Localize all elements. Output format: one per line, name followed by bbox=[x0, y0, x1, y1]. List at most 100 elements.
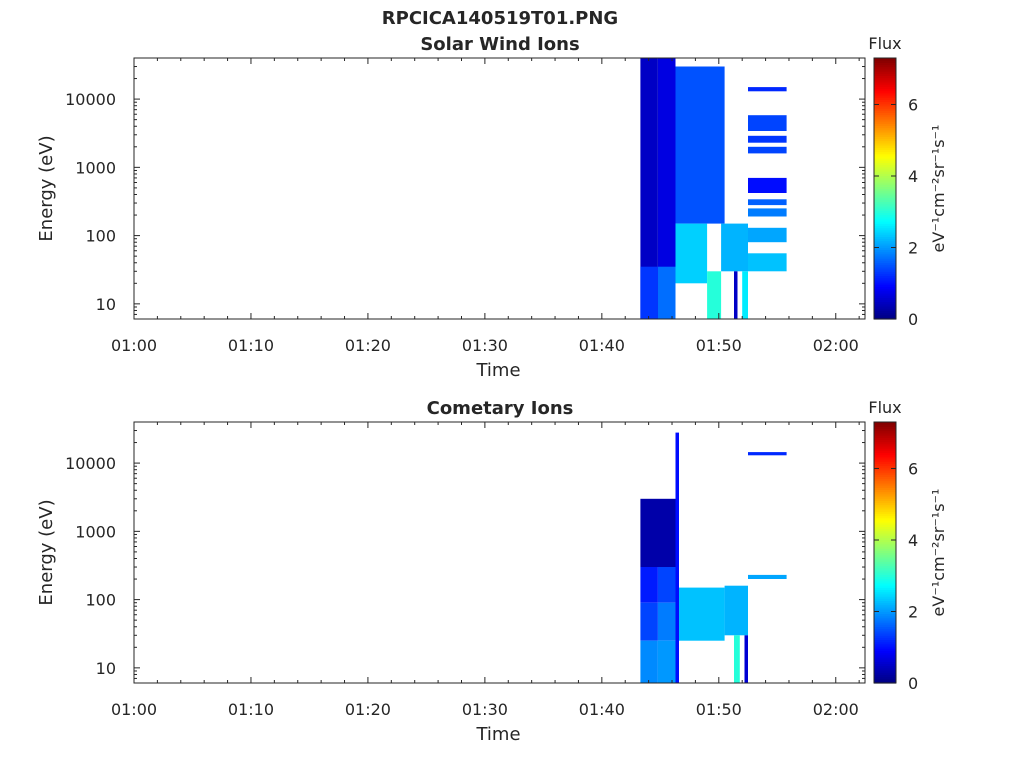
colorbar-step bbox=[874, 127, 896, 131]
colorbar-step bbox=[874, 622, 896, 625]
colorbar-step bbox=[874, 99, 896, 103]
colorbar-step bbox=[874, 210, 896, 214]
heatmap-cell bbox=[675, 223, 708, 284]
colorbar-step bbox=[874, 258, 896, 261]
colorbar-step bbox=[874, 578, 896, 582]
colorbar-step bbox=[874, 308, 896, 311]
colorbar-step bbox=[874, 611, 896, 614]
colorbar-step bbox=[874, 452, 896, 456]
colorbar-step bbox=[874, 151, 896, 155]
colorbar-step bbox=[874, 155, 896, 159]
colorbar-step bbox=[874, 526, 896, 530]
colorbar-step bbox=[874, 305, 896, 309]
colorbar-step bbox=[874, 262, 896, 266]
colorbar-step bbox=[874, 676, 896, 680]
heatmap-cell bbox=[748, 135, 787, 143]
heatmap-cell bbox=[658, 58, 676, 319]
colorbar-step bbox=[874, 168, 896, 172]
colorbar-step bbox=[874, 632, 896, 636]
colorbar-step bbox=[874, 116, 896, 120]
colorbar-step bbox=[874, 669, 896, 673]
colorbar-step bbox=[874, 500, 896, 504]
heatmap-cell bbox=[748, 227, 787, 243]
colorbar-step bbox=[874, 678, 896, 682]
colorbar-step bbox=[874, 232, 896, 235]
heatmap-cell bbox=[675, 66, 725, 224]
colorbar-step bbox=[874, 208, 896, 211]
colorbar-step bbox=[874, 251, 896, 255]
colorbar-step bbox=[874, 517, 896, 521]
colorbar-step bbox=[874, 303, 896, 307]
x-tick-label: 01:00 bbox=[111, 336, 157, 355]
colorbar-step bbox=[874, 60, 896, 63]
x-tick-label: 01:30 bbox=[462, 700, 508, 719]
colorbar-step bbox=[874, 587, 896, 591]
colorbar-step bbox=[874, 242, 896, 246]
heatmap-cell bbox=[748, 87, 787, 92]
colorbar-step bbox=[874, 617, 896, 621]
colorbar: 0 2 4 6 Flux eV⁻¹cm⁻²sr⁻¹s⁻¹ bbox=[868, 398, 948, 693]
colorbar-title: Flux bbox=[868, 34, 901, 53]
colorbar-step bbox=[874, 589, 896, 593]
colorbar-step bbox=[874, 179, 896, 183]
colorbar-step bbox=[874, 279, 896, 283]
x-tick-label: 01:20 bbox=[345, 700, 391, 719]
colorbar-step bbox=[874, 68, 896, 72]
colorbar-step bbox=[874, 240, 896, 244]
colorbar-step bbox=[874, 428, 896, 432]
colorbar-step bbox=[874, 131, 896, 135]
colorbar-step bbox=[874, 476, 896, 480]
colorbar-step bbox=[874, 186, 896, 190]
colorbar-step bbox=[874, 559, 896, 562]
colorbar-unit-label: eV⁻¹cm⁻²sr⁻¹s⁻¹ bbox=[929, 125, 948, 253]
x-tick-label: 01:50 bbox=[696, 336, 742, 355]
x-tick-label: 01:00 bbox=[111, 700, 157, 719]
colorbar-step bbox=[874, 491, 896, 495]
heatmap-cell bbox=[748, 199, 787, 206]
colorbar-step bbox=[874, 509, 896, 512]
colorbar-step bbox=[874, 659, 896, 662]
colorbar-step bbox=[874, 461, 896, 464]
colorbar-step bbox=[874, 266, 896, 270]
colorbar-step bbox=[874, 565, 896, 569]
colorbar-step bbox=[874, 197, 896, 200]
colorbar-step bbox=[874, 284, 896, 287]
colorbar-title: Flux bbox=[868, 398, 901, 417]
colorbar-step bbox=[874, 103, 896, 107]
y-axis-label: Energy (eV) bbox=[36, 499, 57, 605]
colorbar-step bbox=[874, 264, 896, 268]
colorbar-step bbox=[874, 92, 896, 96]
heatmap-cell bbox=[734, 635, 740, 683]
colorbar-unit-label: eV⁻¹cm⁻²sr⁻¹s⁻¹ bbox=[929, 489, 948, 617]
colorbar-step bbox=[874, 138, 896, 142]
colorbar-step bbox=[874, 485, 896, 488]
colorbar-step bbox=[874, 561, 896, 564]
heatmap-cell bbox=[742, 271, 748, 319]
colorbar-step bbox=[874, 563, 896, 567]
colorbar-step bbox=[874, 498, 896, 501]
colorbar-step bbox=[874, 288, 896, 292]
colorbar-step bbox=[874, 482, 896, 486]
colorbar-step bbox=[874, 435, 896, 438]
colorbar-step bbox=[874, 424, 896, 427]
colorbar-step bbox=[874, 458, 896, 462]
colorbar-step bbox=[874, 162, 896, 166]
colorbar-step bbox=[874, 576, 896, 580]
colorbar-step bbox=[874, 286, 896, 290]
colorbar-step bbox=[874, 164, 896, 168]
colorbar-step bbox=[874, 443, 896, 447]
colorbar-step bbox=[874, 532, 896, 536]
colorbar-step bbox=[874, 528, 896, 532]
colorbar-step bbox=[874, 613, 896, 617]
colorbar-step bbox=[874, 502, 896, 506]
colorbar-step bbox=[874, 506, 896, 510]
colorbar-step bbox=[874, 271, 896, 274]
colorbar-step bbox=[874, 238, 896, 242]
colorbar-step bbox=[874, 515, 896, 519]
colorbar-step bbox=[874, 569, 896, 573]
x-axis-label: Time bbox=[475, 724, 520, 745]
colorbar-step bbox=[874, 86, 896, 90]
colorbar-step bbox=[874, 166, 896, 170]
y-tick-label: 10000 bbox=[65, 454, 116, 473]
